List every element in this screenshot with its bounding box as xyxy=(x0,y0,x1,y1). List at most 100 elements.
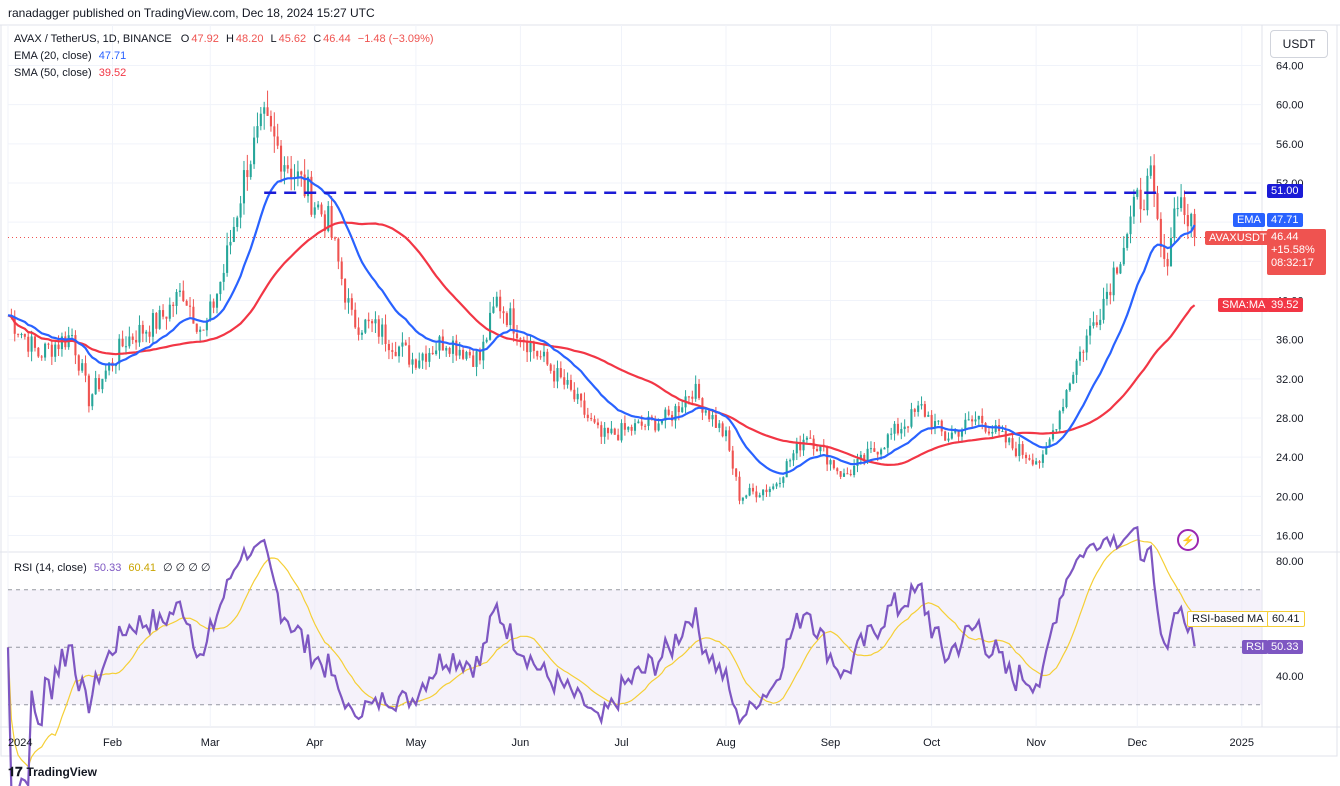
candle-body xyxy=(1018,444,1021,457)
candle-body xyxy=(337,238,340,262)
ema-legend: EMA (20, close) 47.71 xyxy=(14,50,126,62)
candle-body xyxy=(748,487,751,496)
candle-body xyxy=(246,170,249,178)
candle-body xyxy=(168,304,171,319)
candle-body xyxy=(158,310,161,329)
candle-body xyxy=(819,444,822,452)
candle-body xyxy=(421,353,424,361)
candle-body xyxy=(654,418,657,431)
candle-body xyxy=(104,370,107,379)
candle-body xyxy=(751,487,755,492)
candle-body xyxy=(44,343,47,358)
candle-body xyxy=(209,301,212,321)
price-tick-label: 32.00 xyxy=(1276,374,1304,386)
candle-body xyxy=(451,340,455,354)
candle-body xyxy=(566,379,569,385)
candle-body xyxy=(903,426,906,430)
candle-body xyxy=(199,329,202,332)
candle-body xyxy=(1102,298,1105,320)
candle-body xyxy=(377,319,380,337)
chart-frame xyxy=(0,24,1338,757)
candle-body xyxy=(1183,197,1186,216)
candle-body xyxy=(435,350,438,355)
symbol-tag: AVAXUSDT xyxy=(1205,231,1271,245)
candle-body xyxy=(714,414,717,428)
candle-body xyxy=(944,431,947,441)
candle-body xyxy=(960,429,964,437)
candle-body xyxy=(681,407,684,413)
candle-body xyxy=(478,351,481,361)
candle-body xyxy=(617,434,620,441)
candle-body xyxy=(445,347,448,351)
sma-legend: SMA (50, close) 39.52 xyxy=(14,67,126,79)
candle-body xyxy=(1173,208,1176,239)
candle-body xyxy=(606,427,610,434)
candle-body xyxy=(789,460,792,462)
rsi-ma-legend-value: 60.41 xyxy=(128,562,156,574)
candle-body xyxy=(273,126,276,137)
candle-body xyxy=(492,306,495,313)
candle-body xyxy=(1055,429,1058,431)
candle-body xyxy=(772,486,775,489)
candle-body xyxy=(33,336,37,348)
candle-body xyxy=(1119,264,1122,274)
candle-body xyxy=(1038,461,1041,463)
time-tick-label: Feb xyxy=(103,737,122,749)
candle-body xyxy=(563,377,566,385)
time-tick-label: Dec xyxy=(1127,737,1147,749)
candle-body xyxy=(333,237,337,239)
candle-body xyxy=(735,468,738,477)
alert-icon[interactable]: ⚡ xyxy=(1177,529,1199,551)
candle-body xyxy=(280,145,283,172)
candle-body xyxy=(424,353,428,362)
candle-body xyxy=(47,343,50,345)
candle-body xyxy=(242,170,246,204)
candle-body xyxy=(502,311,505,314)
candle-body xyxy=(300,171,303,175)
candle-body xyxy=(499,296,502,312)
candle-body xyxy=(313,207,316,215)
symbol-legend: AVAX / TetherUS, 1D, BINANCE O 47.92 H 48.… xyxy=(14,33,434,45)
candle-body xyxy=(1112,267,1115,296)
candle-body xyxy=(219,281,222,295)
candle-body xyxy=(138,324,141,343)
candle-body xyxy=(775,483,778,487)
candle-body xyxy=(118,338,121,364)
candle-body xyxy=(1035,461,1038,465)
candle-body xyxy=(519,338,522,340)
candle-body xyxy=(694,383,697,399)
candle-body xyxy=(549,364,552,371)
candle-body xyxy=(229,241,232,246)
candle-body xyxy=(974,419,977,422)
candle-body xyxy=(60,336,63,350)
candle-body xyxy=(842,473,846,477)
candle-body xyxy=(620,423,623,441)
candle-body xyxy=(590,418,593,420)
candle-body xyxy=(276,136,279,146)
ema-tag-value: 47.71 xyxy=(1267,213,1303,227)
tradingview-logo-icon: ⁠𝟏𝟕 xyxy=(8,764,23,779)
candle-body xyxy=(1082,351,1085,353)
candle-body xyxy=(202,329,205,331)
candle-body xyxy=(839,471,842,477)
candle-body xyxy=(256,126,259,138)
candle-body xyxy=(84,363,87,376)
candle-body xyxy=(1139,189,1142,210)
publisher-line: ranadagger published on TradingView.com,… xyxy=(8,6,375,20)
currency-unit-button[interactable]: USDT xyxy=(1270,30,1328,58)
ema-legend-label: EMA (20, close) xyxy=(14,50,92,62)
candle-body xyxy=(859,454,862,459)
candle-body xyxy=(849,473,852,476)
candle-body xyxy=(253,137,256,165)
candle-body xyxy=(1149,165,1152,176)
candle-body xyxy=(87,375,90,407)
footer-brand[interactable]: ⁠𝟏𝟕 TradingView xyxy=(8,764,97,780)
time-tick-label: Jun xyxy=(512,737,530,749)
candle-body xyxy=(603,427,606,437)
candle-body xyxy=(381,324,384,337)
candle-body xyxy=(286,165,289,169)
candle-body xyxy=(1116,267,1119,274)
candle-body xyxy=(1051,430,1055,440)
candle-body xyxy=(546,351,549,365)
